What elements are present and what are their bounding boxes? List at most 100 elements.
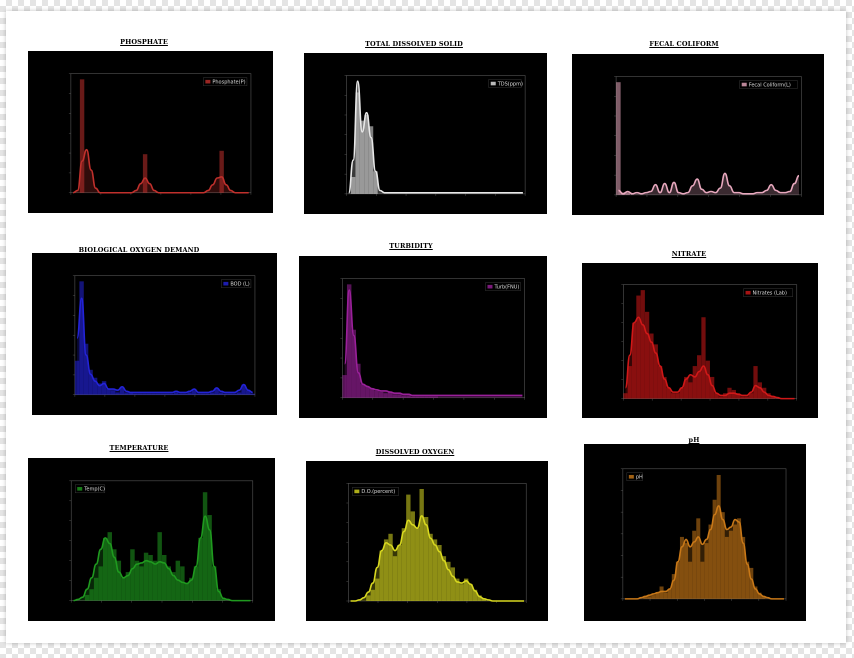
histogram-bar (692, 366, 697, 399)
legend-swatch (205, 79, 211, 84)
chart-title-ph: pH (688, 436, 700, 444)
histogram-bar (423, 517, 429, 601)
histogram-bar (655, 592, 660, 599)
histogram-bar (101, 381, 107, 395)
histogram-bar (688, 561, 693, 599)
histogram-bar (662, 376, 667, 399)
legend-swatch (490, 81, 496, 86)
kde-line (73, 515, 251, 602)
histogram-bar (209, 392, 215, 395)
histogram-bar (74, 360, 80, 395)
kde-area (344, 290, 523, 398)
histogram-bar (143, 552, 149, 601)
histogram-bar (200, 393, 206, 395)
histogram-bar (198, 537, 203, 601)
legend-box (485, 282, 521, 291)
histogram-bar (219, 150, 224, 193)
histogram-bar (696, 518, 701, 599)
chart-do: D.O.(percent) (306, 461, 548, 621)
chart-title-fecal: FECAL COLIFORM (649, 40, 719, 48)
histogram-bar (93, 577, 99, 601)
histogram-bar (161, 554, 167, 601)
legend-box (626, 472, 643, 481)
histogram-bar (679, 536, 684, 599)
histogram-bar (375, 578, 380, 601)
histogram-bar (89, 589, 94, 601)
histogram-bar (351, 329, 356, 398)
histogram-bar (446, 561, 451, 601)
histogram-bar (688, 382, 693, 399)
chart-temperature: Temp(C) (28, 458, 275, 621)
histogram-bar (216, 589, 221, 601)
histogram-bar (675, 393, 680, 399)
histogram-bar (236, 392, 242, 395)
histogram-bar (757, 592, 762, 599)
histogram-bar (450, 567, 455, 601)
histogram-bar (155, 393, 161, 395)
chart-title-turbidity: TURBIDITY (389, 242, 433, 250)
kde-area (77, 298, 253, 395)
histogram-bar (741, 536, 746, 599)
histogram-bar (356, 363, 361, 398)
histogram-bar (415, 528, 420, 601)
histogram-bar (169, 393, 174, 395)
histogram-bar (428, 533, 433, 601)
histogram-bar (184, 583, 190, 601)
histogram-bar (653, 344, 658, 399)
histogram-bar (675, 561, 680, 599)
histogram-bar (643, 596, 648, 599)
kde-area (348, 81, 523, 194)
histogram-bar (205, 393, 210, 395)
legend-label: D.O.(percent) (361, 489, 395, 495)
histogram-bar (701, 317, 706, 399)
histogram-bar (84, 594, 90, 601)
histogram-bar (250, 393, 255, 395)
histogram-bar (110, 390, 116, 395)
histogram-bar (128, 392, 134, 395)
histogram-bar (616, 82, 621, 195)
kde-area (350, 515, 524, 601)
histogram-bar (368, 126, 374, 194)
chart-title-do: DISSOLVED OXYGEN (375, 448, 455, 456)
histogram-bar (627, 366, 632, 399)
histogram-bar (697, 355, 702, 399)
chart-turbidity: Turb(FNU) (299, 256, 547, 418)
histogram-bar (651, 595, 656, 599)
chart-svg-do: D.O.(percent) (346, 483, 527, 603)
legend-box (221, 279, 252, 288)
histogram-bar (468, 584, 473, 601)
histogram-bar (424, 396, 429, 398)
histogram-bar (710, 376, 715, 399)
histogram-bar (744, 396, 749, 399)
histogram-bar (631, 322, 637, 399)
histogram-bar (647, 596, 652, 599)
histogram-bar (207, 515, 212, 601)
histogram-bar (152, 560, 158, 601)
histogram-bar (151, 393, 156, 395)
legend-swatch (741, 82, 747, 87)
histogram-bar (139, 566, 144, 601)
histogram-bar (383, 393, 388, 398)
histogram-bar (477, 595, 482, 601)
histogram-bar (410, 511, 415, 601)
chart-svg-phosphate: Phosphate(P) (68, 73, 252, 195)
histogram-bar (455, 578, 460, 601)
histogram-bar (708, 524, 713, 599)
histogram-bar (432, 539, 438, 601)
legend-label: BOD (L) (230, 281, 249, 287)
plot-frame (74, 275, 256, 396)
chart-bod: BOD (L) (32, 253, 277, 415)
histogram-bar (196, 393, 201, 395)
histogram-bar (636, 295, 641, 399)
chart-nitrate: Nitrates (Lab) (582, 263, 818, 418)
histogram-bar (705, 360, 710, 399)
histogram-bar (392, 556, 398, 601)
histogram-bar (406, 395, 411, 398)
histogram-bar (388, 533, 393, 601)
histogram-bar (463, 578, 469, 601)
histogram-bar (428, 396, 434, 398)
chart-ph: pH (584, 444, 806, 621)
histogram-bar (355, 92, 360, 194)
histogram-bar (657, 366, 663, 399)
chart-svg-fecal: Fecal Coliform(L) (614, 76, 802, 197)
